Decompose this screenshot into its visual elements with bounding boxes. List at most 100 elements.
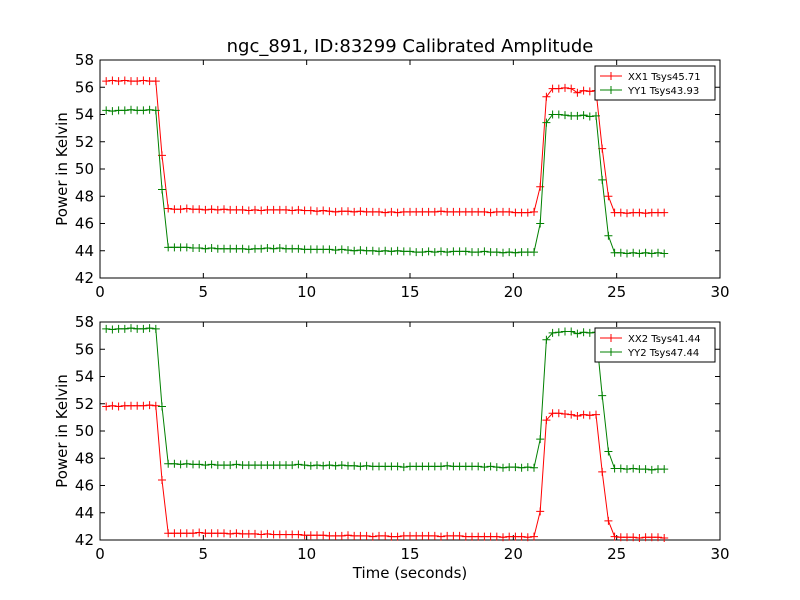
- data-point: [585, 328, 594, 337]
- data-point: [344, 207, 352, 216]
- data-point: [635, 533, 644, 542]
- data-point: [102, 324, 111, 333]
- data-point: [195, 244, 204, 253]
- data-point: [139, 106, 148, 115]
- data-point: [139, 324, 148, 333]
- data-point: [517, 463, 526, 472]
- data-point: [207, 244, 216, 253]
- data-point: [505, 248, 514, 257]
- series-1: [102, 324, 669, 474]
- data-point: [114, 77, 123, 86]
- data-point: [220, 205, 228, 214]
- data-point: [381, 246, 390, 255]
- data-point: [554, 328, 563, 337]
- y-tick-label: 54: [75, 106, 94, 124]
- data-point: [536, 435, 545, 444]
- data-point: [585, 112, 594, 121]
- data-point: [443, 248, 452, 257]
- data-point: [406, 247, 414, 256]
- data-point: [275, 244, 284, 253]
- series-0: [102, 76, 669, 218]
- y-tick-label: 50: [75, 422, 94, 440]
- data-point: [641, 209, 650, 218]
- data-point: [424, 247, 433, 256]
- data-point: [176, 205, 185, 214]
- data-point: [207, 205, 216, 214]
- data-point: [288, 461, 297, 470]
- data-point: [120, 324, 129, 333]
- data-point: [350, 461, 359, 470]
- data-point: [139, 76, 148, 85]
- data-point: [189, 529, 197, 538]
- data-point: [257, 244, 266, 253]
- data-point: [151, 401, 160, 410]
- data-point: [356, 207, 365, 216]
- data-point: [660, 533, 669, 542]
- x-tick-label: 15: [400, 283, 419, 301]
- data-point: [437, 532, 445, 541]
- data-point: [182, 204, 191, 213]
- data-point: [461, 247, 470, 256]
- data-point: [294, 530, 303, 539]
- data-point: [294, 205, 303, 214]
- data-point: [244, 206, 253, 215]
- data-point: [554, 409, 563, 418]
- data-point: [480, 463, 489, 472]
- data-point: [561, 83, 569, 92]
- data-point: [598, 391, 607, 400]
- data-point: [616, 248, 625, 257]
- data-point: [263, 244, 272, 253]
- data-point: [567, 410, 576, 419]
- top-plot: 0 5 10 15 20 25 30 42 44 46 48 50 52 54 56 58 Power in K…: [53, 51, 730, 301]
- data-point: [542, 92, 551, 101]
- legend-label: XX2 Tsys41.44: [628, 334, 701, 345]
- data-point: [176, 460, 185, 469]
- data-point: [164, 204, 173, 213]
- legend: XX1 Tsys45.71 YY1 Tsys43.93: [594, 65, 716, 101]
- data-point: [393, 208, 402, 217]
- data-point: [127, 324, 135, 333]
- data-point: [579, 86, 588, 95]
- data-point: [598, 467, 607, 476]
- data-point: [542, 118, 551, 127]
- y-tick-label: 58: [75, 313, 94, 331]
- data-point: [337, 531, 346, 540]
- data-point: [654, 248, 662, 257]
- data-point: [623, 209, 631, 218]
- data-point: [387, 207, 396, 216]
- data-point: [604, 231, 613, 240]
- data-point: [585, 87, 594, 96]
- data-point: [375, 207, 383, 216]
- data-point: [226, 529, 235, 538]
- x-tick-label: 20: [504, 283, 523, 301]
- data-point: [542, 335, 551, 344]
- data-point: [108, 76, 117, 85]
- data-point: [554, 110, 563, 119]
- x-tick-label: 0: [95, 283, 105, 301]
- data-point: [368, 246, 377, 255]
- data-point: [567, 327, 576, 336]
- data-point: [635, 208, 644, 217]
- x-axis-label: Time (seconds): [352, 564, 468, 582]
- data-point: [660, 465, 669, 474]
- data-point: [102, 402, 111, 411]
- data-point: [127, 105, 135, 114]
- data-point: [474, 248, 483, 257]
- data-point: [492, 463, 501, 472]
- data-point: [530, 532, 538, 541]
- data-point: [598, 175, 607, 184]
- data-point: [337, 461, 346, 470]
- data-point: [579, 410, 588, 419]
- bottom-plot: 0 5 10 15 20 25 30 42 44 46 48 50 52 54 56 58 Power in K…: [53, 313, 730, 582]
- data-point: [492, 248, 501, 257]
- x-tick-label: 10: [297, 545, 316, 563]
- y-tick-label: 46: [75, 215, 94, 233]
- data-point: [381, 208, 390, 217]
- data-point: [145, 401, 154, 410]
- data-point: [492, 532, 501, 541]
- data-point: [350, 246, 359, 255]
- data-point: [623, 249, 631, 258]
- data-point: [437, 247, 445, 256]
- data-point: [660, 249, 669, 258]
- data-point: [654, 533, 662, 542]
